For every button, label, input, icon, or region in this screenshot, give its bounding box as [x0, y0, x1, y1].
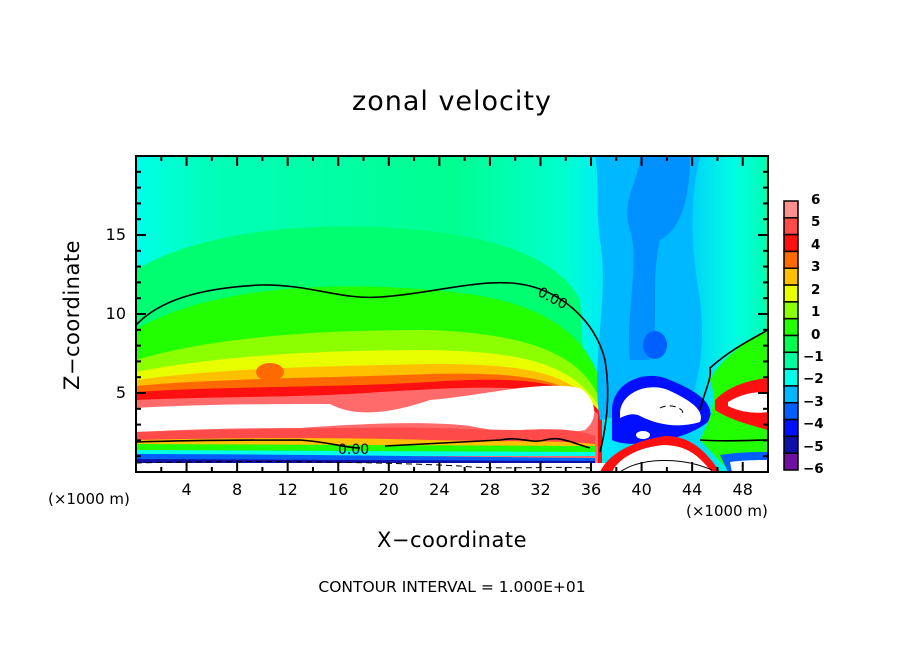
x-tick-label: 24 [429, 480, 450, 499]
colorbar-label: 6 [811, 192, 821, 208]
chart-title: zonal velocity [352, 86, 552, 117]
colorbar-label: 0 [811, 326, 821, 343]
y-axis-unit: (×1000 m) [48, 490, 130, 508]
x-tick-label: 32 [530, 480, 551, 499]
field-surface-white [136, 463, 606, 472]
colorbar-cell [783, 284, 799, 303]
x-axis-label: X−coordinate [377, 528, 527, 552]
field-blue-column-dark [627, 156, 690, 360]
colorbar-cell [783, 452, 799, 471]
x-tick-label: 8 [232, 480, 243, 499]
x-tick-label: 44 [681, 480, 703, 499]
field-right-bottom-white [730, 460, 768, 472]
colorbar-label: −2 [803, 371, 824, 388]
x-ticks [160, 156, 744, 472]
colorbar-cell [783, 402, 799, 421]
colorbar-cell [783, 233, 799, 253]
y-tick-label: 15 [105, 225, 126, 244]
colorbar-cell [783, 317, 799, 337]
x-tick-label: 36 [580, 480, 602, 499]
y-tick-label: 5 [115, 383, 126, 402]
contour-interval-note: CONTOUR INTERVAL = 1.000E+01 [318, 578, 586, 596]
contour-label-lower: 0.00 [338, 442, 369, 458]
negative-contour-dashed [136, 405, 683, 469]
colorbar-cell [783, 351, 799, 370]
colorbar-cell [783, 368, 799, 387]
field-right-white [728, 392, 768, 413]
x-tick-label: 16 [328, 480, 349, 499]
colorbar-label: 5 [811, 214, 821, 231]
colorbar-label: −4 [803, 416, 824, 433]
colorbar-cell [783, 435, 799, 454]
x-tick-label: 4 [181, 480, 192, 499]
colorbar-label: −1 [803, 348, 824, 365]
x-tick-label: 48 [732, 480, 753, 499]
colorbar [783, 200, 799, 471]
colorbar-cell [783, 200, 799, 219]
colorbar-label: 1 [811, 304, 821, 321]
zero-contour-upper [136, 281, 609, 453]
colorbar-label: 4 [811, 236, 821, 253]
colorbar-cell [783, 217, 799, 236]
zero-contour-lower [136, 437, 591, 449]
field-lower-cyan-band [136, 450, 595, 456]
contour-thin [619, 460, 713, 472]
field-white-bubble [620, 387, 701, 426]
x-tick-label: 40 [631, 480, 652, 499]
field-white-spot [636, 431, 650, 439]
colorbar-cell [783, 385, 799, 404]
x-tick-label: 20 [378, 480, 399, 499]
field-blue-core [643, 331, 667, 359]
x-tick-label: 28 [479, 480, 501, 499]
colorbar-cell [783, 334, 799, 354]
velocity-field: 0.00 0.00 [136, 156, 768, 472]
colorbar-label: −3 [803, 393, 824, 410]
field-orange-blob [256, 363, 284, 381]
colorbar-cell [783, 301, 799, 320]
colorbar-cell [783, 267, 799, 286]
colorbar-label: 3 [811, 259, 821, 276]
field-saturated-core [136, 385, 595, 434]
y-ticks [136, 170, 768, 458]
colorbar-label: −5 [803, 438, 824, 455]
zero-contour-right [699, 329, 768, 442]
field-lower-purple-band [136, 459, 595, 464]
field-warm-hump-white [612, 445, 712, 472]
y-tick-label: 10 [105, 304, 126, 323]
field-lower-green-band [136, 444, 595, 452]
colorbar-cell [783, 250, 799, 269]
colorbar-cell [783, 418, 799, 438]
x-tick-label: 12 [277, 480, 298, 499]
colorbar-label: −6 [803, 461, 824, 477]
colorbar-label: 2 [811, 281, 821, 298]
x-axis-unit: (×1000 m) [686, 502, 768, 520]
